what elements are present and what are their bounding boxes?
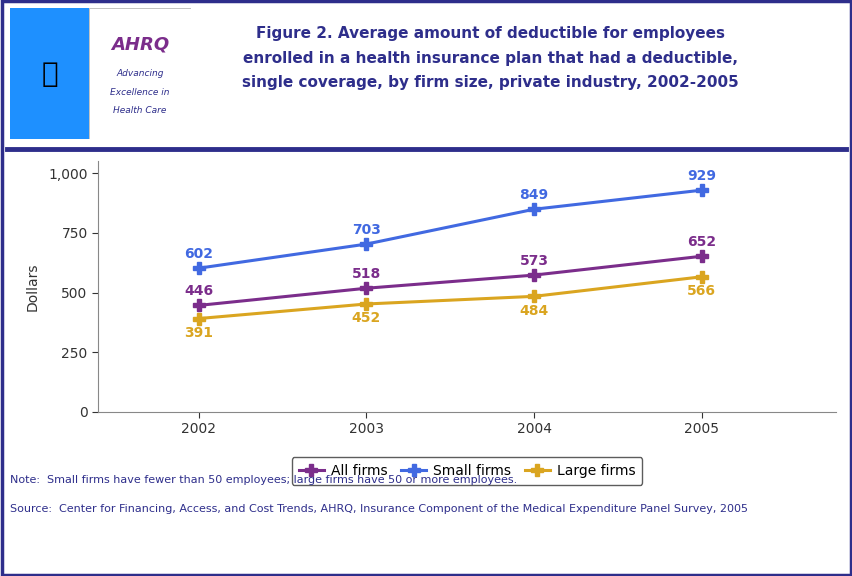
Text: AHRQ: AHRQ <box>111 36 169 54</box>
Text: Source:  Center for Financing, Access, and Cost Trends, AHRQ, Insurance Componen: Source: Center for Financing, Access, an… <box>10 504 747 514</box>
Text: 652: 652 <box>687 235 716 249</box>
Text: 573: 573 <box>519 254 548 268</box>
Text: 518: 518 <box>351 267 381 281</box>
Legend: All firms, Small firms, Large firms: All firms, Small firms, Large firms <box>291 457 642 485</box>
Text: 849: 849 <box>519 188 548 202</box>
Text: Figure 2. Average amount of deductible for employees: Figure 2. Average amount of deductible f… <box>256 26 724 41</box>
Y-axis label: Dollars: Dollars <box>26 262 40 311</box>
Text: 602: 602 <box>184 247 213 261</box>
Text: single coverage, by firm size, private industry, 2002-2005: single coverage, by firm size, private i… <box>242 75 738 90</box>
Text: 452: 452 <box>351 311 381 325</box>
Text: 566: 566 <box>687 284 716 298</box>
Text: Note:  Small firms have fewer than 50 employees; large firms have 50 or more emp: Note: Small firms have fewer than 50 emp… <box>10 475 517 485</box>
Text: 391: 391 <box>184 325 213 340</box>
Text: 🦅: 🦅 <box>41 60 58 88</box>
Text: enrolled in a health insurance plan that had a deductible,: enrolled in a health insurance plan that… <box>243 51 737 66</box>
Text: 929: 929 <box>687 169 716 183</box>
Text: 446: 446 <box>184 284 213 298</box>
Text: Health Care: Health Care <box>113 106 166 115</box>
Text: Excellence in: Excellence in <box>110 88 170 97</box>
Text: Advancing: Advancing <box>116 69 164 78</box>
Text: 703: 703 <box>352 223 380 237</box>
Text: 484: 484 <box>519 304 548 317</box>
